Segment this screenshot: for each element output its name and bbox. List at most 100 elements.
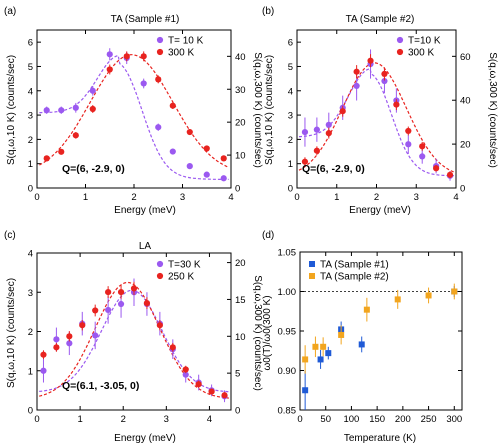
panel-d-legend-label: TA (Sample #2): [320, 272, 389, 283]
panel-c-point-purple: [105, 306, 112, 314]
panel-b-ylabel-left: S(q,ω,10 K) (counts/sec): [264, 55, 275, 165]
panel-c-ylabel-left: S(q,ω,10 K) (counts/sec): [6, 278, 17, 388]
panel-a-point-red: [72, 132, 79, 139]
panel-a-point-purple: [203, 171, 210, 178]
panel-d-point-orange: [320, 343, 327, 350]
panel-a-ylabel-left: S(q,ω,10 K) (counts/sec): [6, 55, 17, 165]
panel-a-point-purple: [155, 124, 162, 131]
panel-b-point-red: [339, 108, 346, 115]
panel-c: (c) LA 0 1 2 3 4 0 1 2 3 4 0 5 10 15 20 Energy (meV) S…: [4, 230, 263, 444]
panel-b-legend-label: 300 K: [408, 48, 434, 59]
panel-c-ytick-label: 0: [28, 406, 33, 417]
panel-c-point-red: [143, 300, 151, 307]
panel-b-point-purple: [313, 126, 320, 133]
panel-d-xtick-label: 50: [320, 414, 331, 425]
panel-a-point-red: [89, 105, 96, 113]
panel-a-point-purple: [89, 87, 96, 94]
panel-c-ytick-right-label: 15: [235, 295, 246, 306]
panel-a-point-purple: [58, 107, 65, 114]
panel-b-point-purple: [301, 128, 309, 136]
panel-b-ytick-label: 2: [288, 135, 293, 146]
panel-b-point-red: [353, 68, 360, 75]
panel-b-point-red: [367, 57, 374, 64]
panel-d-xtick-label: 200: [395, 414, 411, 425]
panel-a-point-purple: [106, 51, 113, 58]
panel-b-ytick-right-label: 0: [460, 184, 465, 195]
panel-c-point-purple: [117, 300, 125, 308]
panel-b-point-purple: [325, 121, 332, 128]
panel-b-point-red: [325, 130, 332, 137]
panel-a-point-purple: [169, 148, 176, 155]
panel-a-ytick-label: 3: [28, 111, 33, 122]
panel-b-title: TA (Sample #2): [346, 14, 415, 25]
panel-a-fit-curve-red: [39, 54, 229, 168]
panel-a-legend-label: 300 K: [168, 48, 194, 59]
panel-b-ytick-label: 0: [288, 184, 293, 195]
panel-a-point-purple: [140, 80, 147, 87]
panel-d: (d) 0 50 100 150 200 250 300 0.85 0.90 0.95 1.00 1.…: [262, 230, 463, 444]
panel-b-point-red: [301, 158, 309, 165]
panel-a-point-red: [106, 66, 113, 73]
panel-c-legend-label: 250 K: [168, 272, 194, 283]
panel-c-legend-marker-red: [156, 272, 164, 280]
panel-a-annotation: Q=(6, -2.9, 0): [62, 163, 125, 175]
panel-a-title: TA (Sample #1): [111, 14, 180, 25]
panel-b-fit-curve-purple: [299, 68, 454, 177]
panel-a-legend-marker-red: [156, 48, 164, 56]
panel-a-ytick-label: 2: [28, 135, 33, 146]
panel-c-ytick-label: 2: [28, 327, 33, 338]
panel-c-point-purple: [92, 332, 99, 339]
panel-a-point-purple: [220, 175, 227, 182]
panel-c-ylabel-right: S(q,ω,300 K) (counts/sec): [252, 275, 263, 391]
panel-a-ytick-right-label: 10: [235, 151, 246, 162]
panel-c-point-red: [195, 381, 202, 388]
panel-b-point-red: [446, 171, 454, 178]
panel-b-label: (b): [262, 6, 274, 17]
panel-a-point-purple: [43, 107, 50, 114]
panel-a-xtick-label: 4: [228, 192, 233, 203]
panel-c-ytick-right-label: 20: [235, 258, 246, 269]
panel-c-legend-marker-purple: [156, 260, 164, 268]
panel-b-xtick-label: 2: [374, 192, 379, 203]
panel-d-point-blue: [358, 341, 365, 348]
panel-b-legend-marker-purple: [396, 36, 404, 44]
panel-a-fit-curve-purple: [39, 54, 229, 180]
panel-d-ytick-label: 1.00: [278, 287, 297, 298]
panel-b-point-red: [433, 165, 440, 172]
panel-d-label: (d): [262, 230, 274, 241]
panel-d-xlabel: Temperature (K): [344, 433, 416, 444]
panel-c-xtick-label: 2: [121, 414, 126, 425]
panel-d-point-orange: [338, 331, 345, 338]
panel-c-ytick-right-label: 0: [235, 406, 240, 417]
panel-c-point-red: [117, 288, 125, 296]
panel-a-point-purple: [186, 163, 193, 170]
panel-c-point-purple: [182, 371, 189, 378]
panel-d-xtick-label: 250: [421, 414, 437, 425]
panel-a-ytick-right-label: 30: [235, 85, 246, 96]
panel-c-xtick-label: 0: [34, 414, 39, 425]
panel-d-point-blue: [317, 356, 324, 363]
panel-b-fit-curve-red: [298, 62, 455, 173]
panel-a-ytick-label: 0: [28, 184, 33, 195]
panel-b-xtick-label: 0: [294, 192, 299, 203]
panel-a-ytick-label: 6: [28, 38, 33, 49]
panel-a-ytick-right-label: 20: [235, 118, 246, 129]
panel-b-ylabel-right: S(q,ω,300 K) (counts/sec): [487, 52, 498, 168]
panel-c-ytick-right-label: 5: [235, 369, 240, 380]
panel-b-ytick-label: 1: [288, 159, 293, 170]
panel-c-point-red: [40, 351, 47, 358]
panel-c-point-red: [156, 322, 163, 329]
panel-d-point-orange: [363, 306, 370, 313]
panel-b-xtick-label: 1: [334, 192, 339, 203]
panel-a: (a) TA (Sample #1) 0 1 2 3 40123456010203040…: [4, 6, 263, 216]
panel-c-legend-label: T=30 K: [168, 260, 201, 271]
panel-b-annotation: Q=(6, -2.9, 0): [302, 163, 365, 175]
panel-d-ytick-label: 0.90: [278, 366, 297, 377]
panel-c-point-red: [105, 288, 112, 296]
panel-a-legend-label: T= 10 K: [168, 36, 204, 47]
panel-c-point-red: [66, 333, 73, 340]
panel-a-point-red: [203, 145, 210, 152]
panel-d-legend-marker-blue: [309, 261, 315, 267]
panel-c-point-purple: [53, 336, 60, 343]
